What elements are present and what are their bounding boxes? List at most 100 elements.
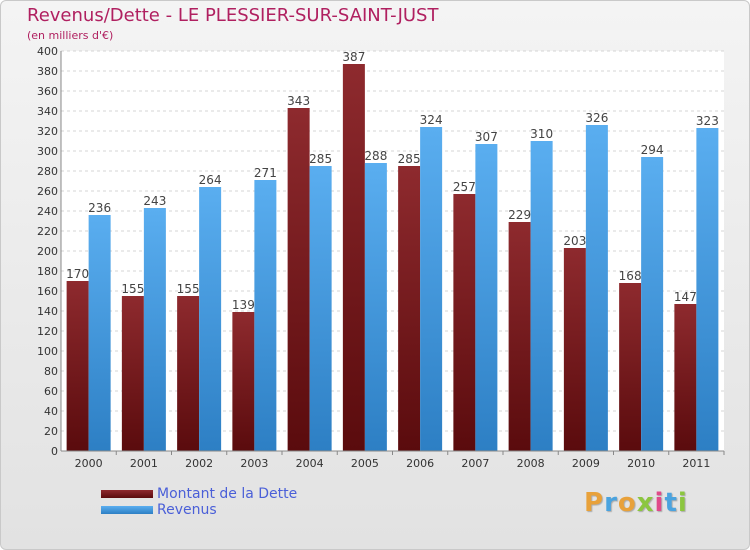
bar-dette bbox=[674, 304, 697, 451]
bar-dette bbox=[121, 296, 144, 451]
y-tick-label: 360 bbox=[37, 85, 58, 98]
logo-letter: r bbox=[604, 488, 618, 518]
y-tick-label: 180 bbox=[37, 265, 58, 278]
data-label: 387 bbox=[342, 50, 365, 64]
bar-dette bbox=[66, 281, 89, 451]
labels-layer: 170 236 155 243 155 264 139 271 343 285 387 288 285 3… bbox=[66, 50, 719, 312]
chart-subtitle: (en milliers d'€) bbox=[27, 29, 114, 42]
y-tick-label: 120 bbox=[37, 325, 58, 338]
y-tick-label: 400 bbox=[37, 45, 58, 58]
x-tick-label: 2009 bbox=[572, 457, 600, 470]
y-tick-label: 220 bbox=[37, 225, 58, 238]
y-tick-label: 300 bbox=[37, 145, 58, 158]
x-tick-label: 2002 bbox=[185, 457, 213, 470]
y-tick-label: 100 bbox=[37, 345, 58, 358]
bar-revenus bbox=[530, 141, 553, 451]
data-label: 155 bbox=[121, 282, 144, 296]
y-tick-label: 340 bbox=[37, 105, 58, 118]
y-tick-label: 160 bbox=[37, 285, 58, 298]
y-tick-label: 40 bbox=[44, 405, 58, 418]
data-label: 323 bbox=[696, 114, 719, 128]
y-tick-label: 20 bbox=[44, 425, 58, 438]
bar-dette bbox=[508, 222, 531, 451]
data-label: 294 bbox=[641, 143, 664, 157]
y-tick-label: 240 bbox=[37, 205, 58, 218]
bar-revenus bbox=[143, 208, 166, 451]
bar-revenus bbox=[254, 180, 277, 451]
bar-revenus bbox=[696, 128, 719, 451]
x-tick-label: 2011 bbox=[682, 457, 710, 470]
data-label: 285 bbox=[309, 152, 332, 166]
bar-dette bbox=[177, 296, 200, 451]
bar-revenus bbox=[475, 144, 498, 451]
bar-revenus bbox=[364, 163, 387, 451]
data-label: 288 bbox=[364, 149, 387, 163]
data-label: 147 bbox=[674, 290, 697, 304]
logo-letter: x bbox=[636, 488, 655, 518]
logo-letter: i bbox=[654, 488, 665, 518]
bar-revenus bbox=[309, 166, 332, 451]
bars-layer bbox=[66, 64, 719, 451]
x-tick-label: 2006 bbox=[406, 457, 434, 470]
bar-revenus bbox=[420, 127, 443, 451]
bar-dette bbox=[287, 108, 310, 451]
bar-revenus bbox=[585, 125, 608, 451]
bar-revenus bbox=[199, 187, 222, 451]
bar-dette bbox=[398, 166, 421, 451]
axis-layer: 0 20 40 60 80 100 120 140 160 180 200 220 240 260 280 3… bbox=[37, 45, 725, 470]
chart-title: Revenus/Dette - LE PLESSIER-SUR-SAINT-JU… bbox=[27, 5, 439, 26]
data-label: 271 bbox=[254, 166, 277, 180]
data-label: 343 bbox=[287, 94, 310, 108]
y-tick-label: 0 bbox=[51, 445, 58, 458]
legend-swatch-dette bbox=[101, 490, 153, 498]
bar-dette bbox=[453, 194, 476, 451]
x-tick-label: 2003 bbox=[240, 457, 268, 470]
x-tick-label: 2000 bbox=[75, 457, 103, 470]
bar-dette bbox=[563, 248, 586, 451]
logo-letter: P bbox=[584, 488, 605, 518]
data-label: 324 bbox=[420, 113, 443, 127]
data-label: 168 bbox=[619, 269, 642, 283]
data-label: 257 bbox=[453, 180, 476, 194]
data-label: 229 bbox=[508, 208, 531, 222]
bar-revenus bbox=[88, 215, 111, 451]
data-label: 170 bbox=[66, 267, 89, 281]
legend-label-dette: Montant de la Dette bbox=[157, 486, 298, 502]
data-label: 139 bbox=[232, 298, 255, 312]
y-tick-label: 260 bbox=[37, 185, 58, 198]
bar-revenus bbox=[641, 157, 664, 451]
data-label: 236 bbox=[88, 201, 111, 215]
data-label: 203 bbox=[563, 234, 586, 248]
x-tick-label: 2001 bbox=[130, 457, 158, 470]
x-tick-label: 2005 bbox=[351, 457, 379, 470]
logo-letter: o bbox=[617, 488, 637, 518]
data-label: 285 bbox=[398, 152, 421, 166]
x-tick-label: 2004 bbox=[296, 457, 324, 470]
bar-dette bbox=[342, 64, 365, 451]
y-tick-label: 200 bbox=[37, 245, 58, 258]
x-tick-label: 2008 bbox=[517, 457, 545, 470]
data-label: 307 bbox=[475, 130, 498, 144]
legend-label-revenus: Revenus bbox=[157, 502, 217, 518]
data-label: 264 bbox=[199, 173, 222, 187]
data-label: 310 bbox=[530, 127, 553, 141]
grid-layer bbox=[61, 50, 724, 452]
bar-dette bbox=[232, 312, 255, 451]
data-label: 326 bbox=[585, 111, 608, 125]
y-tick-label: 60 bbox=[44, 385, 58, 398]
x-tick-label: 2007 bbox=[461, 457, 489, 470]
logo-letter: t bbox=[664, 488, 678, 518]
y-tick-label: 80 bbox=[44, 365, 58, 378]
x-tick-label: 2010 bbox=[627, 457, 655, 470]
data-label: 243 bbox=[143, 194, 166, 208]
y-tick-label: 140 bbox=[37, 305, 58, 318]
logo-letter: i bbox=[677, 488, 688, 518]
y-tick-label: 280 bbox=[37, 165, 58, 178]
legend-swatch-revenus bbox=[101, 506, 153, 514]
bar-dette bbox=[619, 283, 642, 451]
proxiti-logo: Proxiti bbox=[584, 488, 688, 518]
y-tick-label: 380 bbox=[37, 65, 58, 78]
y-tick-label: 320 bbox=[37, 125, 58, 138]
